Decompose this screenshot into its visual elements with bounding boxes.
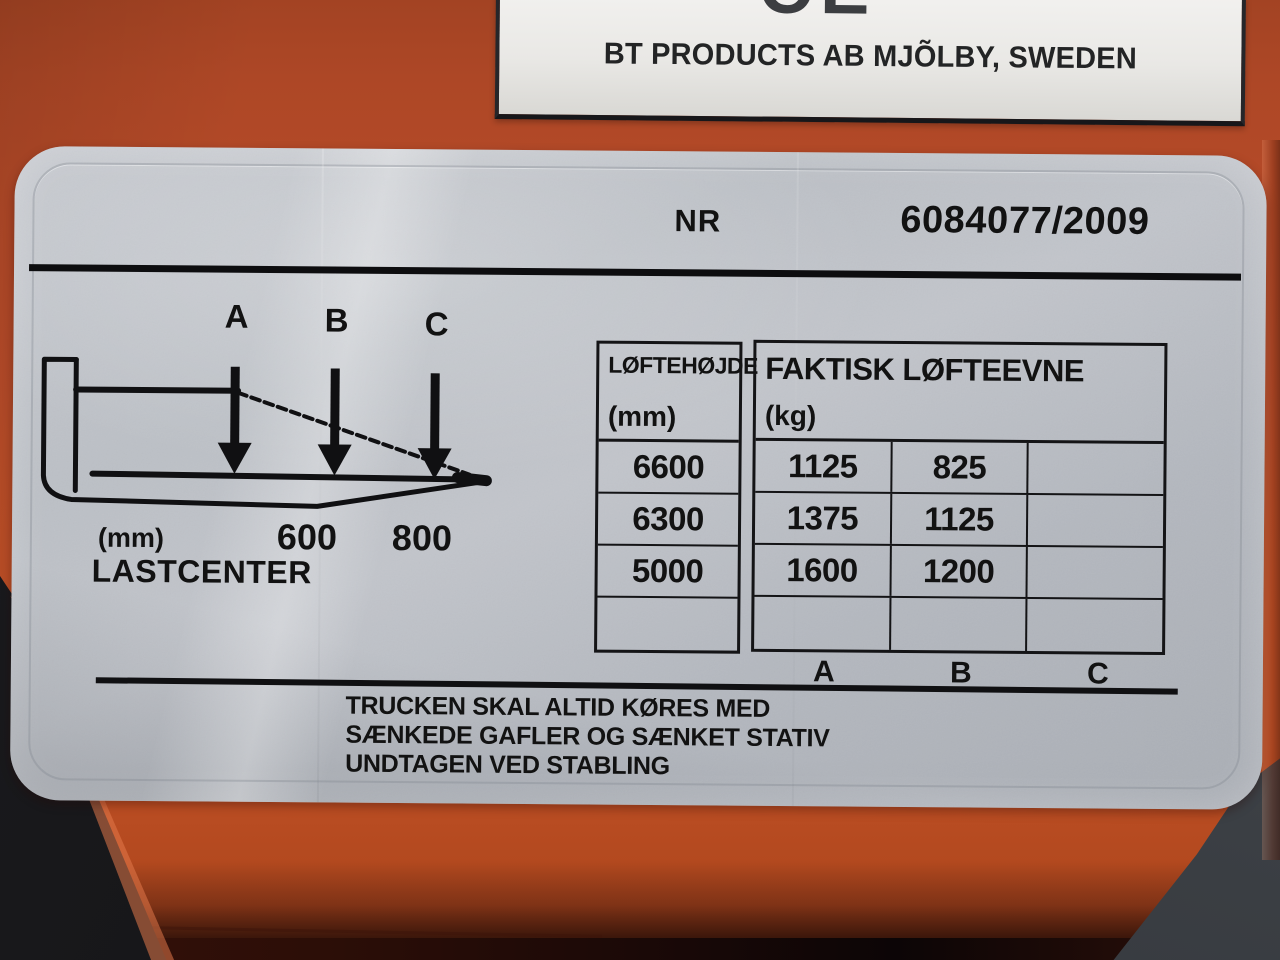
- load-center-caption: LASTCENTER: [91, 552, 312, 591]
- capacity-a: 1125: [755, 440, 893, 492]
- manufacturer-name: BT PRODUCTS AB MJÕLBY, SWEDEN: [603, 37, 1138, 76]
- table-row: 5000: [597, 545, 738, 599]
- capacity-c: [1028, 495, 1163, 546]
- table-row: [754, 596, 1162, 652]
- capacity-c: [1027, 599, 1162, 652]
- capacity-a: 1375: [754, 492, 892, 544]
- warning-line-1: TRUCKEN SKAL ALTID KØRES MED: [345, 691, 771, 723]
- diagram-arrow-label-b: B: [324, 301, 349, 339]
- serial-number-label: NR: [674, 203, 722, 239]
- capacity-b: 1125: [891, 493, 1029, 545]
- diagram-arrow-label-a: A: [224, 297, 249, 335]
- lift-capacity-title: FAKTISK LØFTEEVNE: [765, 350, 1085, 389]
- lift-capacity-header: FAKTISK LØFTEEVNE (kg): [755, 342, 1165, 445]
- height-value: [597, 598, 737, 651]
- table-row: 6600: [598, 441, 739, 495]
- height-value: 6600: [632, 447, 705, 486]
- column-label-c: C: [1086, 657, 1109, 691]
- warning-line-3: UNDTAGEN VED STABLING: [345, 749, 670, 781]
- capacity-b: [890, 597, 1028, 651]
- load-center-distance-600: 600: [276, 516, 338, 558]
- lift-height-unit: (mm): [607, 400, 677, 433]
- ce-mark: CE: [728, 0, 909, 31]
- lift-height-title: LØFTEHØJDE: [608, 351, 759, 379]
- lift-height-header: LØFTEHØJDE (mm): [598, 343, 758, 443]
- load-center-unit: (mm): [97, 522, 165, 554]
- manufacturer-plate: CE BT PRODUCTS AB MJÕLBY, SWEDEN: [494, 0, 1246, 127]
- serial-number-value: 6084077/2009: [899, 198, 1151, 243]
- diagram-arrow-label-c: C: [424, 305, 449, 343]
- capacity-c: [1028, 547, 1163, 598]
- table-row: 1375 1125: [754, 492, 1164, 549]
- table-row: 1125 825: [755, 440, 1164, 497]
- plate-grain-texture: [9, 146, 1267, 810]
- capacity-b: 825: [891, 441, 1029, 493]
- right-edge-shading: [1262, 140, 1280, 860]
- table-row: 1600 1200: [754, 544, 1163, 601]
- load-center-distance-800: 800: [391, 516, 453, 559]
- height-value: 6300: [632, 499, 704, 538]
- capacity-b: 1200: [891, 545, 1029, 597]
- table-row: [597, 598, 737, 651]
- data-plate: NR 6084077/2009 A B C: [9, 146, 1267, 810]
- capacity-c: [1029, 443, 1164, 494]
- bottom-dark-band: [0, 938, 1280, 960]
- lift-capacity-unit: (kg): [764, 399, 817, 432]
- capacity-a: [754, 596, 892, 650]
- fork-profile-diagram: [40, 356, 492, 509]
- warning-line-2: SÆNKEDE GAFLER OG SÆNKET STATIV: [345, 720, 830, 753]
- capacity-a: 1600: [754, 544, 892, 596]
- table-row: 6300: [597, 493, 739, 547]
- lift-height-table: LØFTEHØJDE (mm) 6600 6300 5000: [594, 340, 758, 654]
- lift-capacity-table: FAKTISK LØFTEEVNE (kg) 1125 825 1375 112…: [751, 339, 1168, 656]
- warning-text: TRUCKEN SKAL ALTID KØRES MED SÆNKEDE GAF…: [345, 692, 830, 783]
- height-value: 5000: [631, 551, 704, 590]
